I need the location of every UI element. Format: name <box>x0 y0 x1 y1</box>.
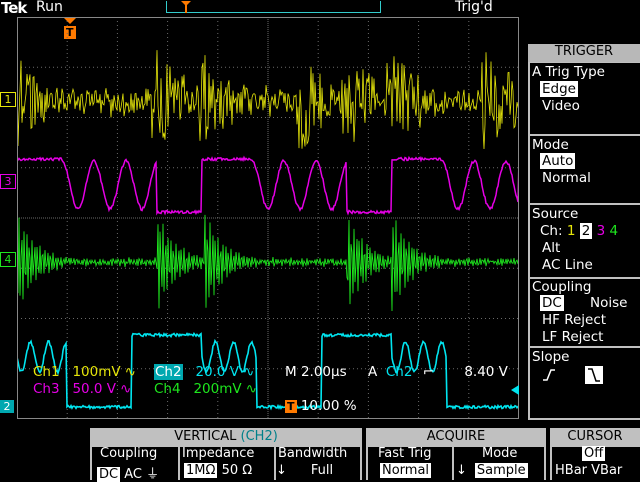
coupling-button[interactable]: Coupling DC Noise HF Reject LF Reject <box>530 279 640 346</box>
trigger-pos-icon: T <box>285 400 297 413</box>
trigger-source-readout: A Ch2 ⌐ 8.40 V <box>368 364 508 380</box>
trigger-status: Trig'd <box>455 0 493 15</box>
ch1-marker[interactable]: 1 <box>0 92 16 107</box>
falling-edge-icon: ⌐ <box>423 364 434 380</box>
cursor-off-option: Off <box>582 446 605 461</box>
ch2-marker[interactable]: 2 <box>0 400 14 413</box>
down-arrow-icon: ↓ <box>276 463 287 478</box>
fast-trig-value: Normal <box>380 463 431 478</box>
type-video-option: Video <box>542 98 580 114</box>
ch3-scale-readout: Ch3 50.0 V ∿ <box>33 381 131 397</box>
falling-slope-option[interactable] <box>585 366 603 384</box>
impedance-value: 1MΩ 50 Ω <box>184 463 252 478</box>
mode-button[interactable]: Mode Auto Normal <box>530 136 640 203</box>
ch2-scale-readout: Ch2 20.0 V ∿ <box>154 364 254 380</box>
slope-button[interactable]: Slope <box>530 348 640 418</box>
coupling-dc-value: DC AC ⏚ <box>97 463 159 482</box>
status-bar: Tek Run Trig'd <box>0 0 640 17</box>
ch4-marker[interactable]: 4 <box>0 252 16 267</box>
waveform-graticule <box>17 17 519 419</box>
source-acline-option: AC Line <box>542 257 593 273</box>
record-length-bar <box>166 1 381 13</box>
bandwidth-value: ↓ Full <box>276 463 333 478</box>
rising-slope-icon[interactable] <box>542 368 556 382</box>
acquire-menu-title: ACQUIRE <box>366 429 546 444</box>
acquire-mode-value: ↓ Sample <box>456 463 528 478</box>
type-edge-option: Edge <box>540 81 578 97</box>
source-alt-option: Alt <box>542 240 560 256</box>
timebase-readout: M 2.00µs <box>285 364 347 380</box>
cursor-menu-title: CURSOR <box>550 429 640 444</box>
brand-logo: Tek <box>1 0 26 17</box>
trigger-menu-title: TRIGGER <box>528 44 640 62</box>
mode-normal-option: Normal <box>542 170 591 186</box>
trigger-level-marker[interactable] <box>511 380 519 399</box>
coupling-lfreject-option: LF Reject <box>542 329 603 345</box>
cursor-bar-options: HBar VBar <box>555 463 622 478</box>
coupling-hfreject-option: HF Reject <box>542 312 606 328</box>
source-button[interactable]: Source Ch: 1 2 3 4 Alt AC Line <box>530 205 640 277</box>
mode-auto-option: Auto <box>540 153 575 169</box>
trigger-position-readout: T 10.00 % <box>285 398 357 414</box>
coupling-noise-option: Noise <box>590 295 627 311</box>
coupling-dc-option: DC <box>540 295 564 311</box>
run-state: Run <box>36 0 63 15</box>
ch3-marker[interactable]: 3 <box>0 174 16 189</box>
falling-slope-icon <box>585 366 603 384</box>
source-channel-row: Ch: 1 2 3 4 <box>540 223 618 239</box>
ch4-scale-readout: Ch4 200mV ∿ <box>154 381 257 397</box>
ch1-scale-readout: Ch1 100mV ∿ <box>33 364 136 380</box>
trig-type-button[interactable]: A Trig Type Edge Video <box>530 63 640 134</box>
down-arrow-icon: ↓ <box>456 463 467 478</box>
trigger-position-icon <box>167 1 380 13</box>
vertical-menu-title: VERTICAL (CH2) <box>90 429 362 444</box>
